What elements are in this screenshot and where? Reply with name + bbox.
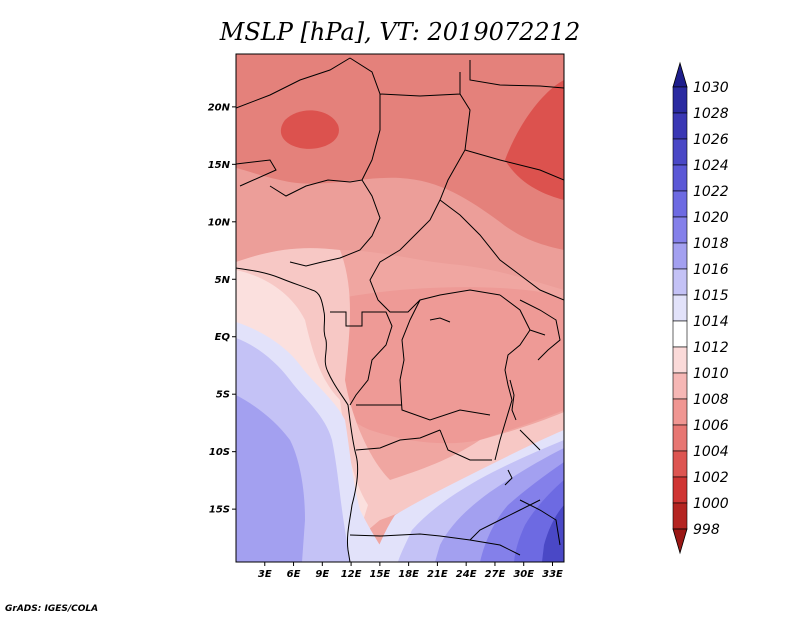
lon-tick-label: 9E	[315, 569, 329, 580]
colorbar-swatch	[672, 502, 688, 530]
border-sahel	[236, 57, 564, 313]
colorbar-swatch	[672, 450, 688, 478]
colorbar-swatch	[672, 242, 688, 270]
colorbar-label: 1026	[693, 132, 729, 148]
border-congo	[330, 311, 402, 406]
colorbar-swatch	[672, 268, 688, 296]
lat-tick-label: EQ	[215, 332, 231, 343]
colorbar-label: 1024	[693, 158, 729, 174]
lon-tick-label: 6E	[287, 569, 301, 580]
lon-tick-label: 15E	[369, 569, 390, 580]
colorbar-label: 1018	[693, 236, 729, 252]
colorbar-swatch	[672, 112, 688, 140]
colorbar-swatch	[672, 86, 688, 114]
latitude-ticks: 20N 15N 10N 5N EQ 5S 10S 15S	[208, 102, 236, 516]
colorbar-label: 1012	[693, 340, 729, 356]
colorbar-label: 1010	[693, 366, 729, 382]
lat-tick-label: 10S	[209, 447, 230, 458]
colorbar-swatch	[672, 294, 688, 322]
coastline	[236, 267, 359, 562]
colorbar-label: 1002	[693, 470, 729, 486]
colorbar: 1030 1028 1026 1024 1022 1020 1018 1016 1015 1014…	[672, 61, 729, 555]
lon-tick-label: 27E	[485, 569, 506, 580]
lon-tick-label: 24E	[456, 569, 477, 580]
field-central	[325, 287, 564, 444]
colorbar-swatch	[672, 138, 688, 166]
colorbar-label: 1016	[693, 262, 729, 278]
colorbar-swatch	[672, 320, 688, 348]
plot-frame	[235, 53, 565, 563]
colorbar-label: 1006	[693, 418, 729, 434]
field-hot-spot-west	[280, 110, 339, 149]
field-south-peak	[542, 505, 564, 562]
map-title: MSLP [hPa], VT: 2019072212	[219, 18, 581, 46]
colorbar-swatch	[672, 164, 688, 192]
lat-tick-label: 20N	[208, 102, 231, 113]
field-hot-spot-east	[505, 80, 564, 200]
colorbar-swatch	[672, 372, 688, 400]
colorbar-swatch	[672, 398, 688, 426]
colorbar-label: 1020	[693, 210, 729, 226]
border-central	[399, 199, 564, 461]
lon-tick-label: 30E	[513, 569, 534, 580]
colorbar-label: 1014	[693, 314, 729, 330]
lon-tick-label: 18E	[398, 569, 419, 580]
credit-text: GrADS: IGES/COLA	[5, 604, 99, 614]
colorbar-swatch	[672, 476, 688, 504]
lon-tick-label: 3E	[258, 569, 272, 580]
boundaries	[236, 57, 564, 562]
colorbar-swatch	[672, 190, 688, 218]
colorbar-label: 998	[693, 522, 720, 538]
colorbar-top-arrow	[672, 61, 688, 88]
lake-outline	[429, 317, 561, 546]
lon-tick-label: 12E	[341, 569, 362, 580]
colorbar-label: 1015	[693, 288, 729, 304]
lat-tick-label: 15N	[208, 160, 231, 171]
colorbar-label: 1022	[693, 184, 729, 200]
colorbar-label: 1028	[693, 106, 729, 122]
colorbar-swatch	[672, 216, 688, 244]
border-east	[469, 60, 564, 361]
field-ocean-deep	[236, 395, 305, 562]
colorbar-bottom-arrow	[672, 528, 688, 555]
lon-tick-label: 33E	[542, 569, 563, 580]
colorbar-label: 1004	[693, 444, 729, 460]
lat-tick-label: 5N	[215, 275, 231, 286]
colorbar-swatch	[672, 424, 688, 452]
border-west-africa	[236, 159, 381, 267]
pressure-field	[236, 54, 564, 562]
colorbar-label: 1000	[693, 496, 729, 512]
colorbar-swatch	[672, 346, 688, 374]
field-north-far	[236, 54, 564, 250]
colorbar-label: 1030	[693, 80, 729, 96]
lat-tick-label: 5S	[216, 390, 230, 401]
border-south	[349, 429, 541, 556]
lat-tick-label: 10N	[208, 217, 231, 228]
lon-tick-label: 21E	[427, 569, 448, 580]
longitude-ticks: 3E 6E 9E 12E 15E 18E 21E 24E 27E 30E 33E	[258, 562, 563, 580]
colorbar-label: 1008	[693, 392, 729, 408]
lat-tick-label: 15S	[209, 505, 230, 516]
